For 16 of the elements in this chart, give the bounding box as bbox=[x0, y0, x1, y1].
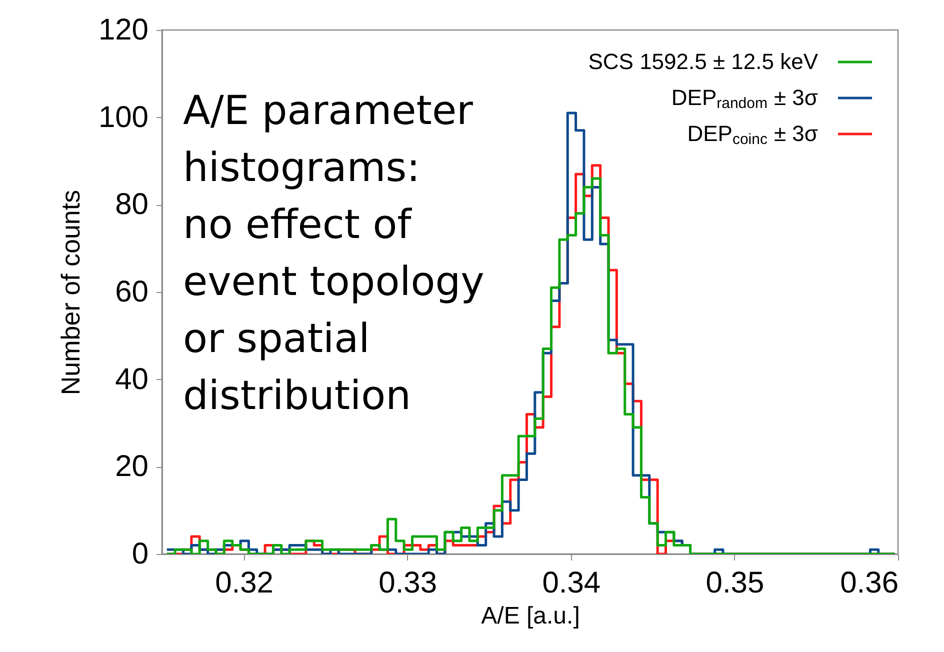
x-axis-title: A/E [a.u.] bbox=[481, 602, 580, 630]
x-tick-label: 0.34 bbox=[542, 566, 601, 600]
x-tick-label: 0.33 bbox=[378, 566, 438, 600]
y-tick-label: 20 bbox=[115, 450, 148, 484]
x-tick-label: 0.32 bbox=[215, 566, 274, 600]
y-tick-label: 120 bbox=[98, 14, 148, 46]
x-tick-label: 0.35 bbox=[706, 566, 764, 600]
x-tick-label: 0.36 bbox=[840, 566, 898, 600]
y-axis-title: Number of counts bbox=[55, 190, 86, 396]
legend-label: SCS 1592.5 ± 12.5 keV bbox=[588, 49, 818, 74]
y-tick-label: 0 bbox=[132, 538, 148, 570]
y-tick-label: 40 bbox=[115, 362, 148, 396]
y-tick-label: 60 bbox=[115, 276, 148, 308]
y-tick-label: 100 bbox=[98, 100, 148, 134]
y-tick-label: 80 bbox=[115, 188, 148, 222]
annotation: A/E parameter histograms: no effect of event topology or spatial distribution bbox=[183, 88, 484, 419]
